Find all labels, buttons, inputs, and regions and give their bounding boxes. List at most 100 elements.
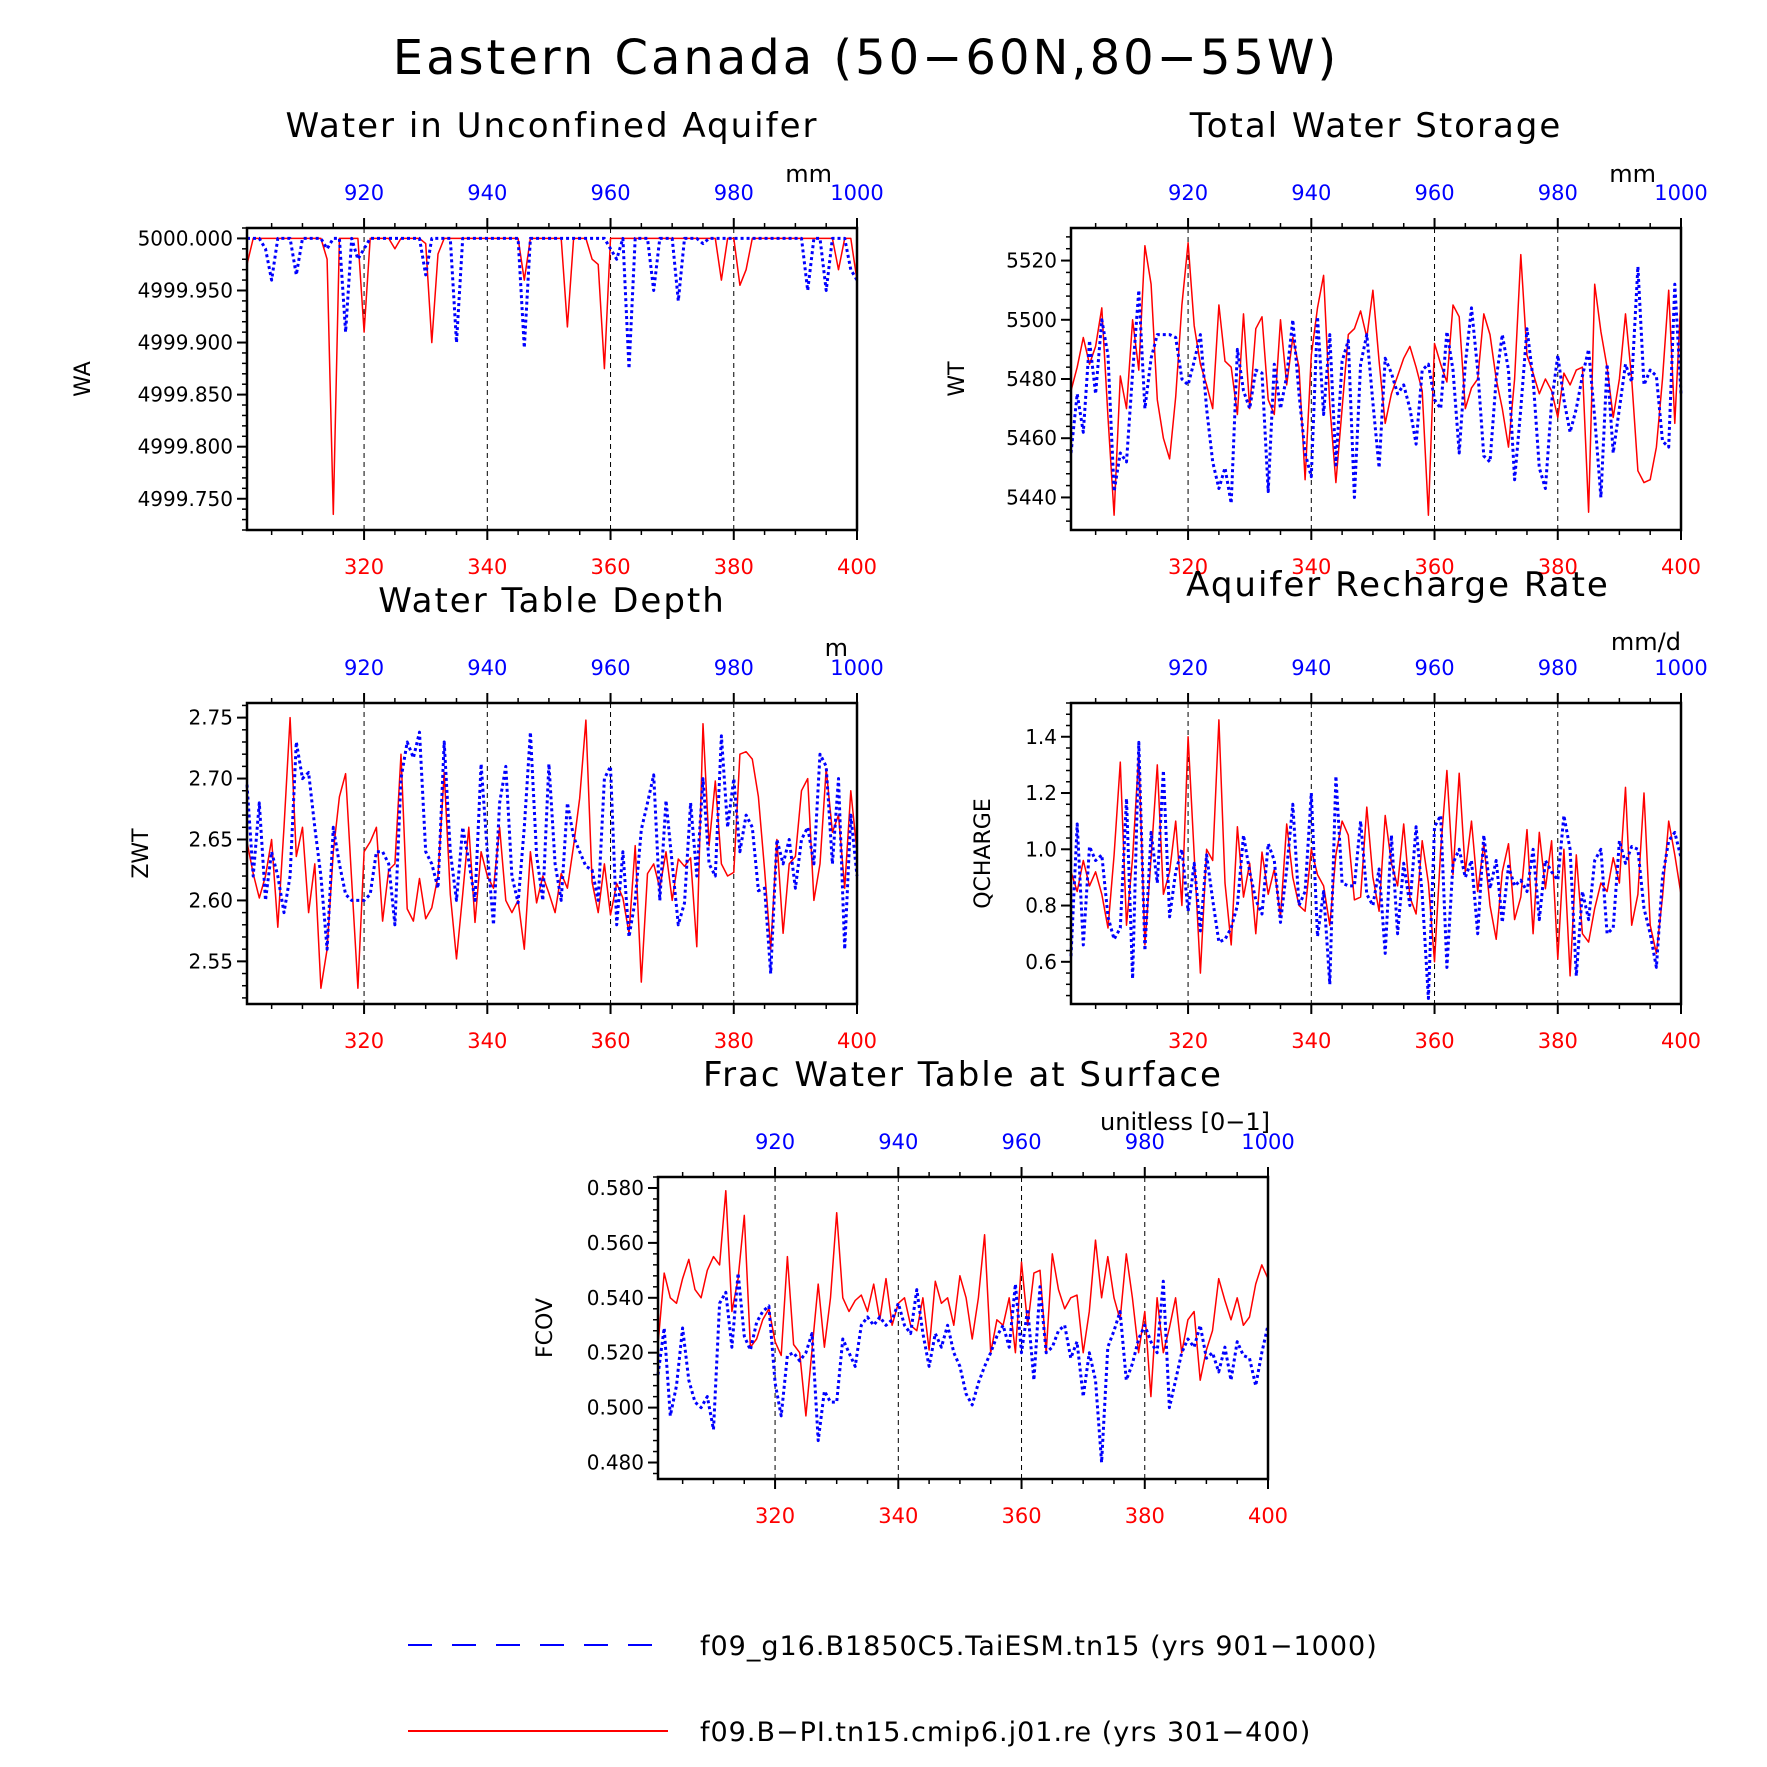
y-tick-label: 1.2 — [1025, 781, 1057, 805]
plot-frame — [656, 1175, 1270, 1481]
x-top-tick-label: 960 — [1414, 656, 1454, 680]
panel-title: Water in Unconfined Aquifer — [286, 106, 819, 146]
y-tick-label: 5500 — [1006, 308, 1057, 332]
plot-frame — [245, 701, 859, 1006]
y-tick-label: 2.60 — [188, 888, 233, 912]
x-bottom-tick-label: 400 — [837, 555, 877, 579]
chart-panel-1: Water in Unconfined Aquifer mm WA 4999.750 4… — [71, 106, 884, 579]
y-tick-label: 4999.950 — [138, 278, 233, 302]
y-tick-label: 1.4 — [1025, 725, 1057, 749]
y-tick-label: 0.500 — [587, 1396, 644, 1420]
x-top-tick-label: 960 — [1414, 181, 1454, 205]
x-top-tick-label: 920 — [1168, 181, 1208, 205]
units-label: mm — [1609, 160, 1656, 188]
x-bottom-tick-label: 320 — [1168, 555, 1208, 579]
units-label: mm/d — [1611, 628, 1681, 656]
x-bottom-tick-label: 360 — [1414, 1029, 1454, 1053]
plot-frame — [1069, 701, 1683, 1006]
y-axis-label: ZWT — [129, 828, 154, 879]
x-bottom-tick-label: 380 — [1538, 1029, 1578, 1053]
x-bottom-tick-label: 320 — [755, 1504, 795, 1528]
y-tick-label: 4999.850 — [138, 383, 233, 407]
y-tick-label: 5440 — [1006, 485, 1057, 509]
x-top-tick-label: 940 — [1291, 181, 1331, 205]
y-tick-label: 2.70 — [188, 767, 233, 791]
x-bottom-tick-label: 340 — [1291, 555, 1331, 579]
y-tick-label: 5460 — [1006, 426, 1057, 450]
x-top-tick-label: 1000 — [1654, 181, 1707, 205]
x-top-tick-label: 980 — [1538, 181, 1578, 205]
x-bottom-tick-label: 380 — [714, 1029, 754, 1053]
chart-panel-3: Water Table Depth m ZWT 2.55 2.60 2.65 2.70 2.7… — [129, 581, 884, 1053]
x-top-tick-label: 980 — [714, 656, 754, 680]
x-bottom-tick-label: 400 — [1661, 1029, 1701, 1053]
x-top-tick-label: 980 — [1538, 656, 1578, 680]
series-line-case1 — [1069, 740, 1683, 1000]
x-bottom-tick-label: 360 — [1414, 555, 1454, 579]
y-tick-label: 1.0 — [1025, 837, 1057, 861]
series-line-case2 — [246, 716, 858, 989]
x-bottom-tick-label: 340 — [467, 555, 507, 579]
y-tick-label: 0.580 — [587, 1176, 644, 1200]
plot-frame — [1069, 226, 1683, 532]
x-bottom-tick-label: 340 — [878, 1504, 918, 1528]
x-top-tick-label: 1000 — [830, 656, 883, 680]
series-line-case1 — [245, 730, 859, 975]
x-bottom-tick-label: 320 — [1168, 1029, 1208, 1053]
x-bottom-tick-label: 340 — [1291, 1029, 1331, 1053]
y-tick-label: 0.560 — [587, 1231, 644, 1255]
chart-panel-5: Frac Water Table at Surface unitless [0−1… — [533, 1055, 1295, 1528]
x-bottom-tick-label: 360 — [590, 1029, 630, 1053]
x-bottom-tick-label: 320 — [344, 555, 384, 579]
y-tick-label: 0.480 — [587, 1451, 644, 1475]
x-top-tick-label: 920 — [344, 656, 384, 680]
panel-title: Total Water Storage — [1189, 106, 1563, 146]
y-tick-label: 2.65 — [188, 827, 233, 851]
x-top-tick-label: 940 — [878, 1130, 918, 1154]
y-tick-label: 2.55 — [188, 949, 233, 973]
x-bottom-tick-label: 380 — [1125, 1504, 1165, 1528]
panel-title: Water Table Depth — [378, 581, 726, 621]
y-axis-label: WT — [945, 361, 970, 397]
series-line-case1 — [247, 236, 859, 371]
x-bottom-tick-label: 360 — [1001, 1504, 1041, 1528]
series-line-case2 — [246, 237, 858, 516]
panels: Water in Unconfined Aquifer mm WA 4999.750 4… — [71, 106, 1708, 1528]
x-top-tick-label: 920 — [1168, 656, 1208, 680]
series-line-case2 — [1070, 242, 1682, 516]
units-label: unitless [0−1] — [1100, 1108, 1270, 1136]
x-top-tick-label: 940 — [467, 656, 507, 680]
panel-title: Frac Water Table at Surface — [703, 1055, 1223, 1095]
x-bottom-tick-label: 360 — [590, 555, 630, 579]
legend-label-case1: f09_g16.B1850C5.TaiESM.tn15 (yrs 901−100… — [700, 1631, 1378, 1662]
series-line-case1 — [1069, 265, 1683, 505]
x-top-tick-label: 940 — [1291, 656, 1331, 680]
y-tick-label: 0.8 — [1025, 894, 1057, 918]
x-bottom-tick-label: 340 — [467, 1029, 507, 1053]
x-top-tick-label: 920 — [755, 1130, 795, 1154]
y-tick-label: 4999.750 — [138, 487, 233, 511]
series-line-case2 — [1070, 719, 1682, 977]
x-top-tick-label: 960 — [590, 181, 630, 205]
y-tick-label: 4999.900 — [138, 331, 233, 355]
x-top-tick-label: 1000 — [1654, 656, 1707, 680]
figure-title: Eastern Canada (50−60N,80−55W) — [393, 30, 1339, 86]
y-tick-label: 0.540 — [587, 1286, 644, 1310]
y-tick-label: 4999.800 — [138, 435, 233, 459]
x-top-tick-label: 980 — [1125, 1130, 1165, 1154]
x-top-tick-label: 960 — [1001, 1130, 1041, 1154]
x-bottom-tick-label: 380 — [714, 555, 754, 579]
y-tick-label: 2.75 — [188, 706, 233, 730]
y-tick-label: 5520 — [1006, 249, 1057, 273]
panel-title: Aquifer Recharge Rate — [1186, 565, 1610, 605]
y-axis-label: QCHARGE — [971, 798, 996, 909]
y-tick-label: 0.520 — [587, 1341, 644, 1365]
x-bottom-tick-label: 400 — [837, 1029, 877, 1053]
x-top-tick-label: 920 — [344, 181, 384, 205]
x-bottom-tick-label: 380 — [1538, 555, 1578, 579]
x-top-tick-label: 940 — [467, 181, 507, 205]
units-label: m — [825, 634, 848, 662]
x-top-tick-label: 1000 — [830, 181, 883, 205]
